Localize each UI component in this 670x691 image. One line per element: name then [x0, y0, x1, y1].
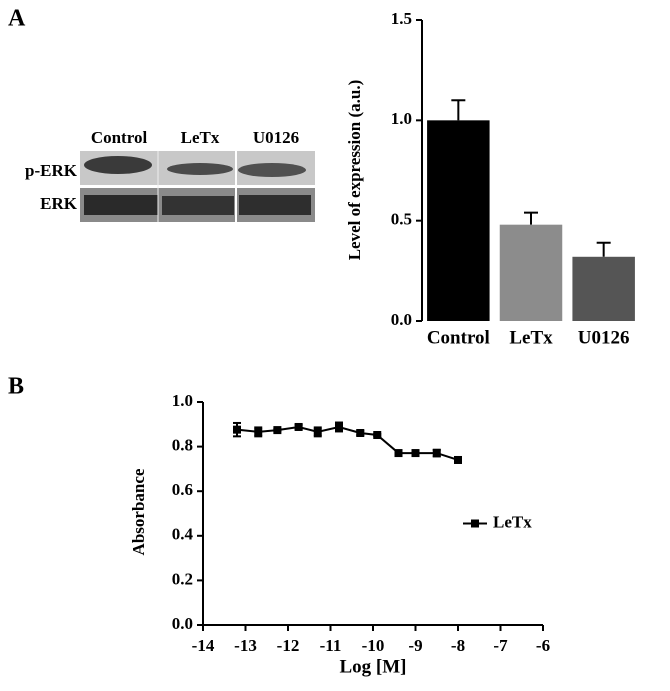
blot-image — [80, 151, 315, 222]
y-tick-label: 0.4 — [172, 525, 194, 544]
blot-column-label: Control — [91, 128, 148, 147]
point — [233, 425, 241, 434]
point — [335, 422, 343, 431]
panel-label: B — [8, 374, 24, 400]
x-tick-label: -7 — [493, 636, 508, 655]
legend-label: LeTx — [493, 512, 532, 531]
y-tick-label: 1.0 — [172, 391, 193, 410]
bar — [572, 256, 635, 321]
blot-row-label: p-ERK — [25, 161, 78, 180]
point — [411, 449, 420, 458]
y-tick-label: 1.5 — [391, 9, 412, 28]
x-tick-label: Control — [427, 327, 490, 348]
y-tick-label: 0.5 — [391, 210, 412, 229]
blot-column-label: LeTx — [181, 128, 220, 147]
y-tick-label: 1.0 — [391, 109, 412, 128]
blot-column-label: U0126 — [253, 128, 299, 147]
legend-marker — [471, 519, 479, 528]
x-tick-label: -14 — [192, 636, 215, 655]
point — [273, 426, 282, 435]
panel-label: A — [8, 6, 26, 32]
x-tick-label: LeTx — [509, 327, 553, 348]
point — [254, 427, 263, 436]
point — [356, 428, 365, 437]
series-line — [236, 425, 459, 461]
point — [373, 431, 382, 440]
bar — [499, 224, 563, 321]
y-axis-label: Absorbance — [129, 468, 148, 555]
x-axis-label: Log [M] — [339, 656, 406, 677]
bar — [427, 120, 490, 321]
x-tick-label: -9 — [408, 636, 422, 655]
y-tick-label: 0.6 — [172, 480, 193, 499]
x-tick-label: -11 — [320, 636, 342, 655]
point — [294, 422, 303, 431]
y-tick-label: 0.8 — [172, 436, 193, 455]
x-tick-label: U0126 — [578, 327, 630, 348]
y-axis-label: Level of expression (a.u.) — [345, 80, 364, 261]
x-tick-label: -12 — [277, 636, 300, 655]
y-tick-label: 0.0 — [391, 310, 412, 329]
x-tick-label: -8 — [451, 636, 465, 655]
y-tick-label: 0.2 — [172, 569, 193, 588]
x-tick-label: -10 — [362, 636, 385, 655]
x-tick-label: -6 — [536, 636, 550, 655]
point — [432, 449, 441, 458]
blot-row-label: ERK — [40, 194, 78, 213]
point — [313, 427, 322, 436]
point — [394, 449, 403, 458]
y-tick-label: 0.0 — [172, 614, 193, 633]
point — [454, 455, 462, 464]
x-tick-label: -13 — [234, 636, 257, 655]
